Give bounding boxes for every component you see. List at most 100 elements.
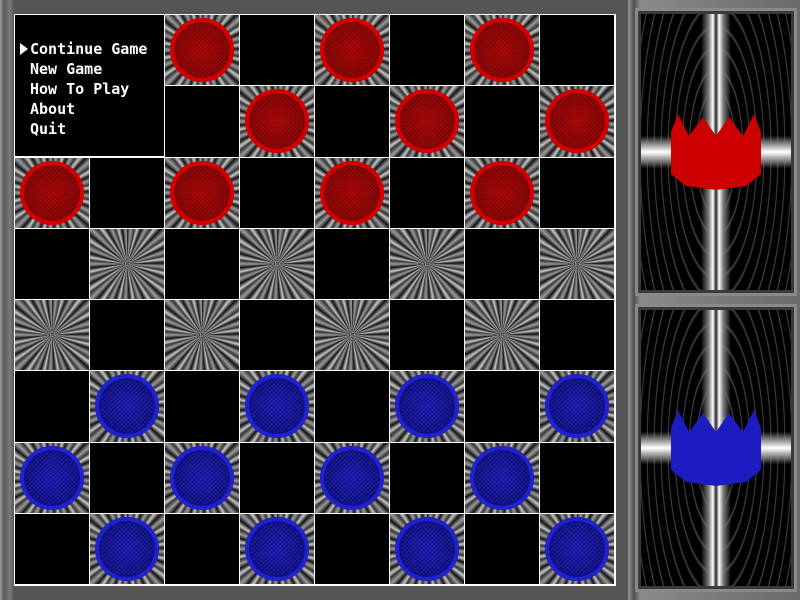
checkers-board[interactable]: [14, 14, 616, 586]
menu-item-continue-game[interactable]: Continue Game: [15, 39, 164, 59]
red-checker-piece[interactable]: [245, 89, 309, 154]
board-square[interactable]: [15, 442, 90, 514]
board-square[interactable]: [465, 15, 540, 87]
board-square[interactable]: [90, 157, 165, 229]
blue-checker-piece[interactable]: [470, 445, 534, 510]
board-square[interactable]: [465, 157, 540, 229]
player-panel-red: [641, 14, 791, 290]
board-square[interactable]: [90, 371, 165, 443]
board-square[interactable]: [465, 86, 540, 158]
board-square[interactable]: [165, 15, 240, 87]
blue-checker-piece[interactable]: [545, 516, 609, 581]
board-square[interactable]: [315, 371, 390, 443]
board-square[interactable]: [540, 300, 615, 372]
blue-checker-piece[interactable]: [395, 516, 459, 581]
menu-item-label: New Game: [30, 60, 103, 78]
red-checker-piece[interactable]: [320, 18, 384, 83]
menu-item-label: About: [30, 100, 76, 118]
blue-checker-piece[interactable]: [245, 516, 309, 581]
board-square[interactable]: [390, 513, 465, 585]
main-menu: Continue Game New Game How To Play About…: [15, 15, 165, 157]
board-square[interactable]: [15, 513, 90, 585]
board-square[interactable]: [315, 228, 390, 300]
red-checker-piece[interactable]: [545, 89, 609, 154]
crown-shape: [671, 114, 761, 190]
board-square[interactable]: [240, 442, 315, 514]
board-square[interactable]: [165, 86, 240, 158]
menu-item-label: Continue Game: [30, 40, 148, 58]
board-square[interactable]: [90, 300, 165, 372]
board-square[interactable]: [465, 300, 540, 372]
board-square[interactable]: [90, 442, 165, 514]
crown-shape: [671, 410, 761, 486]
red-checker-piece[interactable]: [395, 89, 459, 154]
blue-checker-piece[interactable]: [20, 445, 84, 510]
blue-checker-piece[interactable]: [320, 445, 384, 510]
menu-item-how-to-play[interactable]: How To Play: [15, 79, 164, 99]
blue-checker-piece[interactable]: [95, 374, 159, 439]
menu-cursor-icon: [20, 43, 28, 55]
board-square[interactable]: [315, 15, 390, 87]
board-square[interactable]: [315, 442, 390, 514]
red-checker-piece[interactable]: [470, 18, 534, 83]
board-square[interactable]: [165, 513, 240, 585]
board-square[interactable]: [90, 228, 165, 300]
board-square[interactable]: [540, 15, 615, 87]
board-square[interactable]: [390, 442, 465, 514]
menu-item-label: Quit: [30, 120, 67, 138]
blue-checker-piece[interactable]: [245, 374, 309, 439]
red-checker-piece[interactable]: [470, 160, 534, 225]
menu-item-quit[interactable]: Quit: [15, 119, 164, 139]
red-checker-piece[interactable]: [170, 18, 234, 83]
board-square[interactable]: [240, 157, 315, 229]
board-square[interactable]: [165, 442, 240, 514]
board-square[interactable]: [465, 513, 540, 585]
blue-checker-piece[interactable]: [395, 374, 459, 439]
player-panel-blue: [641, 310, 791, 586]
board-square[interactable]: [165, 228, 240, 300]
blue-checker-piece[interactable]: [545, 374, 609, 439]
board-square[interactable]: [390, 228, 465, 300]
board-square[interactable]: [540, 228, 615, 300]
board-square[interactable]: [465, 228, 540, 300]
board-square[interactable]: [540, 513, 615, 585]
board-square[interactable]: [15, 300, 90, 372]
crown-icon: [671, 410, 761, 486]
board-square[interactable]: [390, 371, 465, 443]
board-square[interactable]: [465, 442, 540, 514]
blue-checker-piece[interactable]: [170, 445, 234, 510]
board-square[interactable]: [540, 86, 615, 158]
board-square[interactable]: [165, 300, 240, 372]
red-checker-piece[interactable]: [20, 160, 84, 225]
board-square[interactable]: [390, 86, 465, 158]
board-square[interactable]: [165, 371, 240, 443]
board-square[interactable]: [15, 371, 90, 443]
board-square[interactable]: [390, 157, 465, 229]
board-square[interactable]: [315, 86, 390, 158]
red-checker-piece[interactable]: [320, 160, 384, 225]
menu-item-about[interactable]: About: [15, 99, 164, 119]
board-square[interactable]: [315, 513, 390, 585]
menu-item-label: How To Play: [30, 80, 130, 98]
board-square[interactable]: [240, 371, 315, 443]
board-square[interactable]: [240, 86, 315, 158]
board-square[interactable]: [90, 513, 165, 585]
board-square[interactable]: [390, 300, 465, 372]
board-square[interactable]: [240, 228, 315, 300]
board-square[interactable]: [390, 15, 465, 87]
board-square[interactable]: [240, 513, 315, 585]
board-square[interactable]: [540, 442, 615, 514]
blue-checker-piece[interactable]: [95, 516, 159, 581]
board-square[interactable]: [15, 228, 90, 300]
red-checker-piece[interactable]: [170, 160, 234, 225]
menu-item-new-game[interactable]: New Game: [15, 59, 164, 79]
board-square[interactable]: [315, 157, 390, 229]
board-square[interactable]: [540, 157, 615, 229]
board-square[interactable]: [240, 15, 315, 87]
board-square[interactable]: [240, 300, 315, 372]
board-square[interactable]: [165, 157, 240, 229]
board-square[interactable]: [540, 371, 615, 443]
board-square[interactable]: [465, 371, 540, 443]
board-square[interactable]: [15, 157, 90, 229]
board-square[interactable]: [315, 300, 390, 372]
